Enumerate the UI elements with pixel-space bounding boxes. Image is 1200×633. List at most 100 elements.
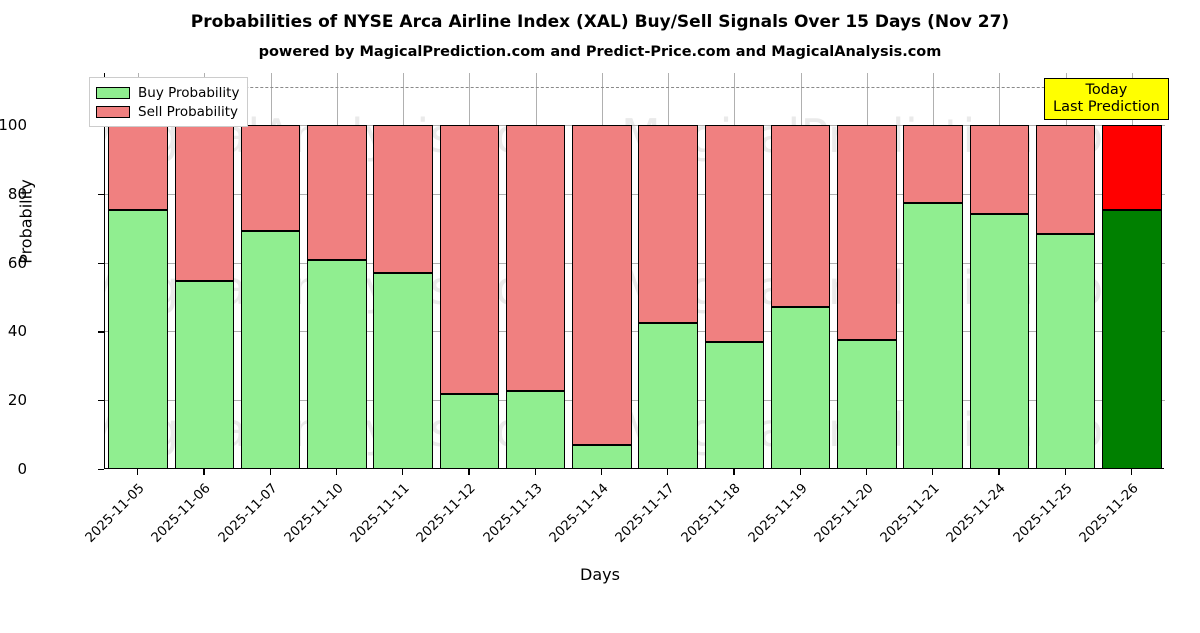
bar-segment-sell[interactable]	[638, 125, 698, 323]
bar-2025-11-10[interactable]	[307, 73, 367, 469]
bar-segment-buy[interactable]	[439, 394, 500, 469]
bar-segment-sell[interactable]	[1102, 125, 1162, 210]
x-tick-mark	[534, 469, 536, 475]
chart-legend: Buy Probability Sell Probability	[89, 77, 249, 127]
x-tick-mark	[137, 469, 139, 475]
x-tick-mark	[667, 469, 669, 475]
x-tick-label: 2025-11-10	[281, 481, 347, 546]
gridline-horizontal	[105, 125, 1165, 126]
bar-2025-11-17[interactable]	[638, 73, 698, 469]
x-tick-mark	[1130, 469, 1133, 475]
bar-segment-buy[interactable]	[638, 322, 698, 469]
bar-2025-11-21[interactable]	[903, 73, 963, 469]
bar-segment-sell[interactable]	[373, 125, 433, 273]
x-tick-label: 2025-11-25	[1010, 481, 1076, 546]
plot-area: MagicalAnalysis.comMagicalPrediction.com…	[104, 73, 1165, 469]
bar-segment-buy[interactable]	[240, 230, 301, 469]
bar-segment-sell[interactable]	[704, 125, 765, 343]
x-tick-label: 2025-11-11	[347, 481, 413, 546]
y-tick-label: 40	[7, 322, 27, 341]
bar-2025-11-24[interactable]	[969, 73, 1030, 469]
bar-2025-11-13[interactable]	[505, 73, 566, 469]
y-tick-label: 0	[17, 460, 27, 478]
x-axis-label: Days	[580, 565, 620, 584]
y-tick-mark	[98, 193, 104, 196]
bar-segment-buy[interactable]	[1035, 234, 1096, 469]
bar-segment-buy[interactable]	[108, 210, 168, 469]
bar-segment-buy[interactable]	[704, 342, 765, 469]
y-tick-label: 20	[7, 391, 27, 410]
bar-segment-sell[interactable]	[903, 125, 963, 203]
legend-item[interactable]: Sell Probability	[96, 102, 239, 121]
bar-2025-11-06[interactable]	[174, 73, 235, 469]
x-tick-mark	[203, 469, 205, 475]
bar-segment-sell[interactable]	[837, 125, 897, 341]
x-tick-mark	[402, 469, 404, 475]
y-tick-mark	[98, 331, 104, 333]
y-tick-label: 60	[7, 253, 27, 272]
x-tick-label: 2025-11-21	[877, 481, 943, 546]
bar-2025-11-20[interactable]	[837, 73, 897, 469]
bar-segment-sell[interactable]	[969, 125, 1030, 215]
x-tick-label: 2025-11-24	[944, 481, 1009, 546]
legend-label: Sell Probability	[138, 103, 239, 120]
y-tick-mark	[98, 262, 104, 264]
bar-segment-sell[interactable]	[174, 125, 235, 281]
bar-segment-sell[interactable]	[439, 125, 500, 395]
bar-segment-sell[interactable]	[1035, 125, 1096, 235]
bar-2025-11-12[interactable]	[439, 73, 500, 469]
x-tick-label: 2025-11-14	[546, 481, 612, 546]
x-tick-label: 2025-11-19	[745, 481, 811, 546]
bar-segment-sell[interactable]	[572, 125, 632, 445]
y-axis-label: Probability	[16, 179, 36, 264]
x-tick-mark	[335, 469, 338, 475]
bar-segment-buy[interactable]	[572, 444, 632, 469]
bar-segment-buy[interactable]	[903, 202, 963, 469]
bar-segment-sell[interactable]	[240, 125, 301, 231]
x-tick-mark	[1064, 469, 1066, 475]
chart-container: Probabilities of NYSE Arca Airline Index…	[0, 12, 1169, 584]
bar-2025-11-18[interactable]	[704, 73, 765, 469]
y-tick-mark	[98, 469, 104, 471]
gridline-horizontal	[105, 331, 1165, 333]
today-label-line1: Today	[1085, 82, 1128, 98]
x-tick-mark	[932, 469, 934, 475]
bar-2025-11-25[interactable]	[1035, 73, 1096, 469]
bar-segment-sell[interactable]	[770, 125, 831, 307]
plot-clip: MagicalAnalysis.comMagicalPrediction.com…	[105, 73, 1165, 469]
x-tick-label: 2025-11-17	[612, 481, 678, 546]
chart-subtitle: powered by MagicalPrediction.com and Pre…	[258, 44, 942, 60]
bar-segment-buy[interactable]	[505, 391, 566, 469]
bar-2025-11-11[interactable]	[373, 73, 433, 469]
x-tick-label: 2025-11-26	[1076, 481, 1142, 546]
bar-2025-11-07[interactable]	[240, 73, 301, 469]
bar-segment-buy[interactable]	[307, 259, 367, 469]
bar-2025-11-26[interactable]	[1102, 73, 1162, 469]
bar-segment-buy[interactable]	[969, 214, 1030, 469]
y-tick-label: 100	[0, 116, 27, 134]
bar-segment-sell[interactable]	[505, 125, 566, 392]
bar-segment-buy[interactable]	[1102, 209, 1162, 469]
bar-2025-11-14[interactable]	[572, 73, 632, 469]
bar-segment-buy[interactable]	[837, 340, 897, 469]
gridline-horizontal	[105, 193, 1165, 195]
legend-label: Buy Probability	[138, 84, 240, 101]
bar-segment-sell[interactable]	[307, 125, 367, 260]
legend-swatch-icon	[96, 105, 130, 118]
y-tick-label: 80	[7, 184, 27, 203]
today-label-line2: Last Prediction	[1053, 98, 1160, 115]
x-tick-label: 2025-11-18	[679, 481, 744, 546]
bar-segment-sell[interactable]	[108, 125, 168, 211]
legend-item[interactable]: Buy Probability	[96, 83, 239, 102]
x-tick-label: 2025-11-07	[215, 481, 281, 546]
x-tick-mark	[865, 469, 868, 475]
bar-segment-buy[interactable]	[373, 272, 433, 469]
gridline-horizontal	[105, 262, 1165, 264]
x-tick-mark	[733, 469, 735, 475]
bar-2025-11-19[interactable]	[770, 73, 831, 469]
x-tick-mark	[468, 469, 470, 475]
bar-segment-buy[interactable]	[174, 280, 235, 469]
bar-2025-11-05[interactable]	[108, 73, 168, 469]
bar-segment-buy[interactable]	[770, 306, 831, 469]
today-annotation-box: Today Last Prediction	[1044, 78, 1169, 121]
